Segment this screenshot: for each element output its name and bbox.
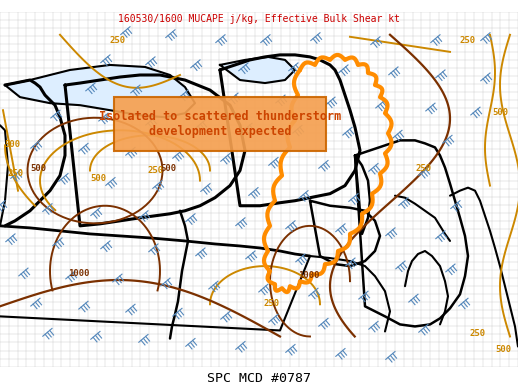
Text: 1000: 1000: [298, 271, 320, 280]
Text: 1000: 1000: [68, 269, 90, 278]
Text: 250: 250: [415, 164, 431, 173]
FancyBboxPatch shape: [114, 97, 326, 151]
Text: SPC MCD #0787: SPC MCD #0787: [207, 372, 311, 385]
Text: 250: 250: [110, 36, 126, 45]
Text: 250: 250: [148, 166, 164, 175]
Text: 250: 250: [263, 299, 279, 308]
Text: 500: 500: [4, 140, 20, 149]
Text: 160530/1600 MUCAPE j/kg, Effective Bulk Shear kt: 160530/1600 MUCAPE j/kg, Effective Bulk …: [118, 14, 400, 24]
Text: Isolated to scattered thunderstorm
development expected: Isolated to scattered thunderstorm devel…: [99, 110, 341, 138]
Text: 250: 250: [460, 36, 476, 45]
Polygon shape: [220, 57, 295, 83]
Text: 500: 500: [90, 173, 106, 183]
Text: 250: 250: [8, 168, 24, 178]
Text: 500: 500: [492, 108, 508, 117]
Text: 500: 500: [30, 164, 46, 173]
Text: 250: 250: [470, 329, 486, 338]
Text: 500: 500: [495, 345, 511, 353]
Polygon shape: [5, 65, 195, 117]
Text: 500: 500: [160, 164, 176, 173]
